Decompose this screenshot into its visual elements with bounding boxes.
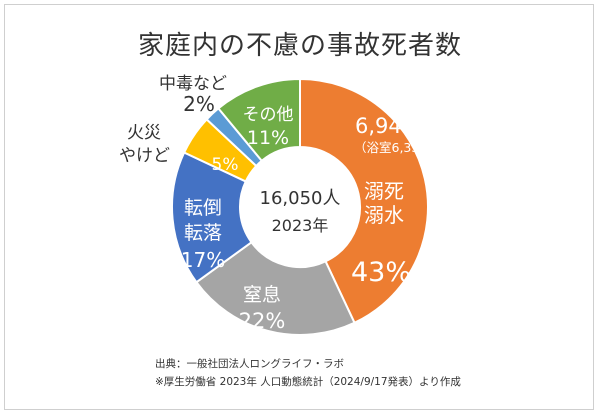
center-year: 2023年 xyxy=(272,216,329,235)
label-poisoning: 中毒など xyxy=(159,74,227,94)
label-poisoning-percent: 2% xyxy=(183,92,215,116)
slice-suffocation xyxy=(195,240,356,336)
label-suffocation-percent: 22% xyxy=(239,309,286,333)
label-suffocation: 窒息 xyxy=(243,284,281,306)
label-falls-1: 転倒 xyxy=(184,197,222,219)
center-total: 16,050人 xyxy=(260,188,341,209)
label-falls-percent: 17% xyxy=(181,248,225,272)
source-credit: 出典：一般社団法人ロングライフ・ラボ xyxy=(155,358,344,370)
slice-other xyxy=(217,77,301,163)
label-fire-percent: 5% xyxy=(212,155,239,175)
label-drowning-count: 6,944人 xyxy=(355,114,436,138)
label-other: その他 xyxy=(243,105,294,125)
label-falls-2: 転落 xyxy=(184,222,222,244)
label-drowning-percent: 43% xyxy=(351,257,411,288)
label-drowning-bath: （浴室6,354人） xyxy=(354,140,452,155)
label-fire-2: やけど xyxy=(119,146,170,166)
source-note: ※厚生労働省 2023年 人口動態統計（2024/9/17発表）より作成 xyxy=(155,376,461,388)
label-other-percent: 11% xyxy=(247,127,289,149)
slice-drowning xyxy=(299,77,429,325)
chart-frame: 家庭内の不慮の事故死者数 6,944人 （浴室6,354人） 溺死 溺水 43% 窒息 22… xyxy=(4,4,594,410)
label-fire-1: 火災 xyxy=(127,123,161,143)
slice-falls xyxy=(171,151,253,284)
label-drowning-2: 溺水 xyxy=(364,203,404,227)
chart-title: 家庭内の不慮の事故死者数 xyxy=(137,31,462,61)
label-drowning-1: 溺死 xyxy=(364,179,404,203)
